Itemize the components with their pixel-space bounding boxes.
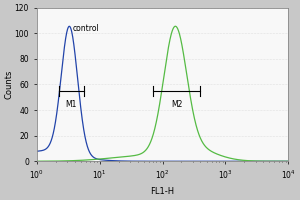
Text: M2: M2 [171,100,182,109]
Text: control: control [73,24,99,33]
X-axis label: FL1-H: FL1-H [151,187,175,196]
Text: M1: M1 [66,100,77,109]
Y-axis label: Counts: Counts [4,70,13,99]
